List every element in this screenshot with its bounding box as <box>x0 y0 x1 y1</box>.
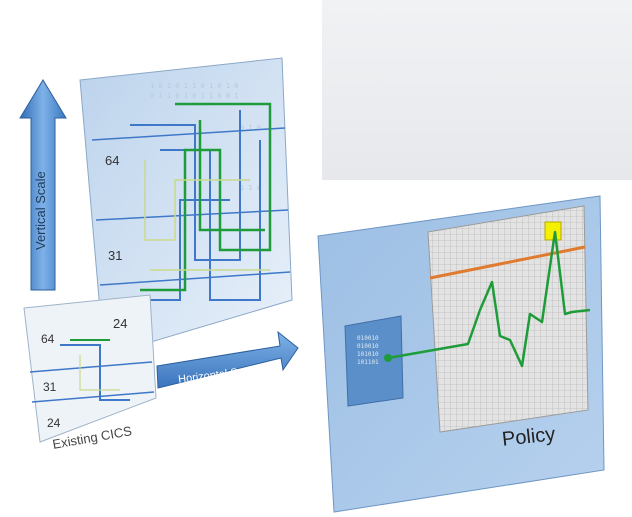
chip-line: 101010 <box>357 351 379 358</box>
vertical-scale-arrow <box>19 79 67 291</box>
big-tick-24: 24 <box>113 316 128 331</box>
background-gradient <box>322 0 632 180</box>
chip-text-block: 010010 010010 101010 101101 <box>357 335 379 367</box>
vertical-scale-label: Vertical Scale <box>33 171 48 250</box>
large-scaled-panel: 1 0 1 0 1 1 0 1 0 1 0 0 1 1 0 1 0 1 1 0 … <box>79 57 293 357</box>
big-tick-31: 31 <box>108 248 123 263</box>
small-tick-64: 64 <box>41 332 55 346</box>
small-tick-24: 24 <box>47 416 61 430</box>
policy-panel <box>317 195 605 513</box>
horizontal-scale-arrow <box>156 330 299 389</box>
svg-text:0 1 1 0 1 0 1 1 0 0 1: 0 1 1 0 1 0 1 1 0 0 1 <box>150 92 239 100</box>
input-chip <box>344 315 404 407</box>
svg-text:1 1 0: 1 1 0 <box>240 184 261 192</box>
chip-line: 010010 <box>357 343 379 350</box>
signal-line <box>387 230 591 368</box>
chip-line: 010010 <box>357 335 379 342</box>
svg-text:1 0 1 0 1 1 0 1 0 1 0: 1 0 1 0 1 1 0 1 0 1 0 <box>150 82 239 90</box>
small-tick-31: 31 <box>43 380 57 394</box>
existing-panel <box>23 294 157 443</box>
big-tick-64: 64 <box>105 153 120 168</box>
threshold-line <box>429 245 586 280</box>
chip-line: 101101 <box>357 359 379 366</box>
svg-text:0 1 0: 0 1 0 <box>240 124 261 132</box>
